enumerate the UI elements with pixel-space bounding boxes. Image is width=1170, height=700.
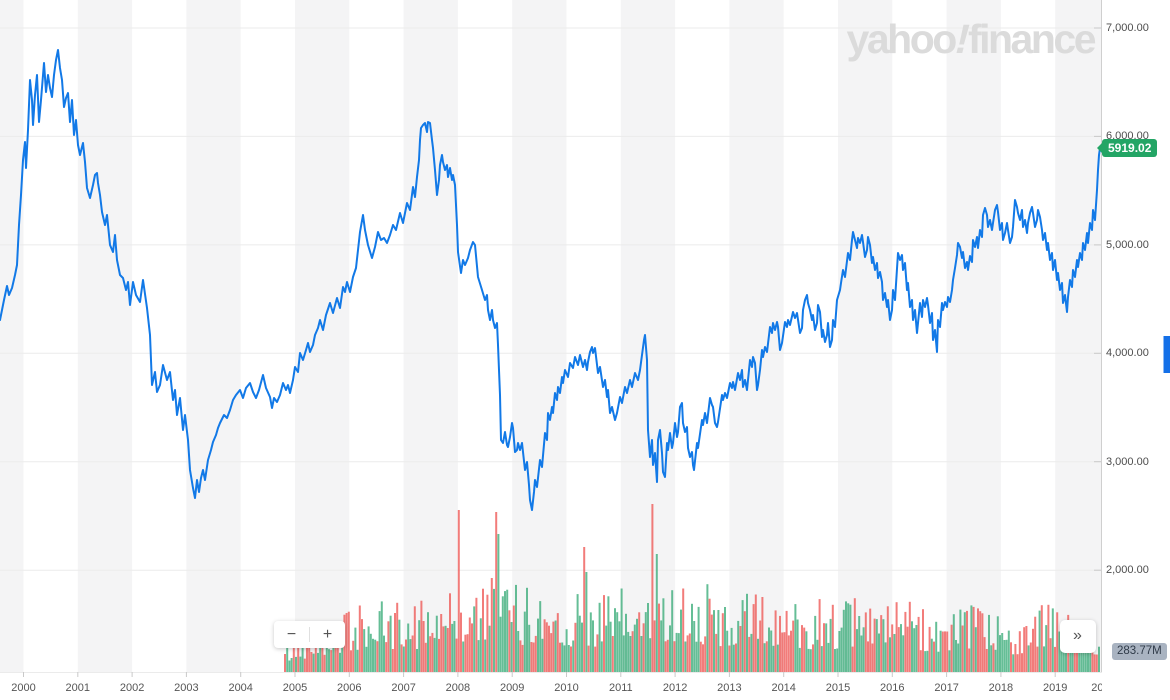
x-axis-label: 2012 [662,682,688,694]
zoom-out-button[interactable]: − [286,626,297,643]
x-axis: 2000 2001 2002 2003 2004 2005 2006 2007 2008 2009… [0,672,1102,700]
x-axis-label: 2011 [608,682,633,694]
x-axis-label: 2007 [391,682,416,694]
x-axis-label: 2014 [771,682,796,694]
expand-button[interactable]: » [1060,620,1096,653]
x-axis-label: 2015 [825,682,851,694]
y-axis-label: 4,000.00 [1106,347,1149,360]
last-price-value: 5919.02 [1108,141,1152,155]
x-axis-label: 2018 [988,682,1014,694]
last-price-badge: 5919.02 [1097,139,1158,157]
price-line [0,49,1101,511]
x-axis-label: 2009 [499,682,525,694]
x-axis-label: 2001 [65,682,91,694]
x-axis-label: 2002 [119,682,145,694]
badge-arrow-left-icon [1097,143,1102,153]
volume-badge: 283.77M [1112,643,1167,660]
y-axis-label: 7,000.00 [1106,22,1149,34]
control-divider [309,627,310,642]
y-axis: 7,000.00 6,000.00 5,000.00 4,000.00 3,000.00… [1104,0,1170,672]
y-axis-label: 5,000.00 [1106,238,1149,251]
double-chevron-right-icon: » [1073,627,1083,644]
y-axis-label: 2,000.00 [1106,564,1149,577]
x-axis-label: 2008 [445,682,471,694]
volume-bars [284,504,1100,672]
volume-value: 283.77M [1117,645,1162,657]
yahoo-finance-logo: yahoo!finance [846,16,1097,63]
logo-yahoo: yahoo [846,16,958,62]
x-axis-label: 2017 [934,682,959,694]
zoom-control-panel: − + [274,621,345,648]
x-axis-label: 2010 [554,682,579,694]
x-axis-label: 2005 [282,682,308,694]
gridlines [0,27,1101,571]
right-edge-scroll-thumb[interactable] [1163,336,1170,373]
x-axis-ticks [23,672,1056,677]
x-axis-label: 2000 [11,682,36,694]
x-axis-label: 2020 [1091,682,1102,694]
x-axis-label: 2003 [174,682,199,694]
x-axis-label: 2006 [337,682,362,694]
logo-finance: finance [967,16,1097,62]
x-axis-label: 2013 [717,682,742,694]
x-axis-label: 2016 [880,682,905,694]
year-stripes [0,0,1101,672]
y-axis-label: 3,000.00 [1106,455,1149,468]
x-axis-label: 2019 [1042,682,1068,694]
x-axis-label: 2004 [228,682,253,694]
zoom-in-button[interactable]: + [322,626,333,643]
